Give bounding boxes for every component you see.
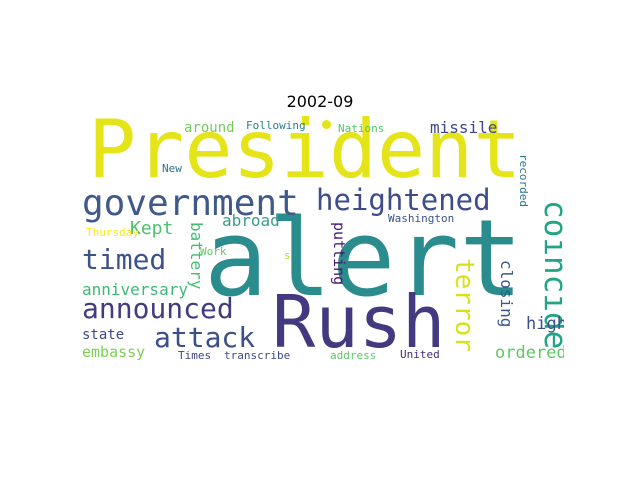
word-terror: terror xyxy=(449,258,479,352)
word-times: Times xyxy=(178,349,212,362)
word-nations: Nations xyxy=(338,122,385,135)
word-attack: attack xyxy=(154,321,256,354)
word-address: address xyxy=(330,349,377,362)
word-united: United xyxy=(400,348,440,361)
word-cloud-dot xyxy=(322,120,331,129)
plot-title: 2002-09 xyxy=(286,92,354,111)
word-work: Work xyxy=(200,245,227,258)
word-transcribe: transcribe xyxy=(224,349,291,362)
word-state: state xyxy=(82,327,125,343)
word-kept: Kept xyxy=(130,218,174,239)
word-alert: alert xyxy=(204,197,524,320)
word-ordered: ordered xyxy=(495,343,564,363)
word-high: high xyxy=(526,314,564,334)
word-washington: Washington xyxy=(388,212,455,225)
word-embassy: embassy xyxy=(82,343,146,361)
word-announced: announced xyxy=(82,292,234,325)
word-s: s xyxy=(284,249,291,262)
word-missile: missile xyxy=(430,118,498,137)
word-abroad: abroad xyxy=(222,211,280,230)
word-closing: closing xyxy=(497,260,516,328)
word-anniversary: anniversary xyxy=(82,280,188,299)
word-timed: timed xyxy=(82,243,167,276)
word-rush: Rush xyxy=(272,280,446,364)
word-thursday: Thursday xyxy=(86,226,139,239)
word-heightened: heightened xyxy=(316,183,491,217)
word-following: Following xyxy=(246,119,306,132)
word-around: around xyxy=(184,120,235,136)
word-cloud: President alert Rush government heighten… xyxy=(80,114,564,367)
word-putting: putting xyxy=(330,222,348,286)
word-government: government xyxy=(82,183,299,224)
word-new: New xyxy=(162,162,182,175)
word-president: President xyxy=(88,114,522,196)
word-recorded: recorded xyxy=(517,154,530,207)
